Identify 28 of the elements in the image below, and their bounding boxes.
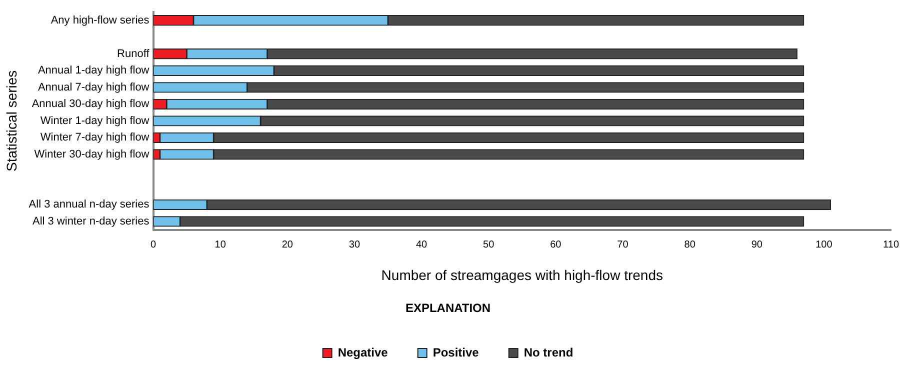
y-tick-label: Runoff	[117, 48, 150, 60]
y-tick-label: Annual 1-day high flow	[38, 64, 150, 77]
x-tick-label: 90	[751, 240, 763, 251]
x-tick-label: 50	[483, 240, 495, 251]
x-tick-label: 10	[214, 240, 226, 251]
y-tick-label: Any high-flow series	[50, 14, 150, 26]
y-tick-label: All 3 winter n-day series	[32, 215, 150, 228]
x-tick-label: 0	[150, 240, 156, 251]
x-tick-label: 40	[416, 240, 428, 251]
y-tick-label: Winter 30-day high flow	[34, 148, 150, 160]
y-tick-label: Annual 7-day high flow	[38, 81, 150, 94]
x-tick-label: 20	[282, 240, 294, 251]
legend-label: No trend	[524, 345, 574, 360]
x-tick-label: 100	[816, 240, 833, 251]
x-tick-label: 30	[348, 240, 360, 251]
legend-title: EXPLANATION	[405, 300, 491, 315]
x-tick-label: 110	[883, 240, 900, 251]
x-tick-label: 70	[617, 240, 629, 251]
x-tick-label: 60	[550, 240, 562, 251]
y-tick-label: All 3 annual n-day series	[28, 198, 150, 211]
x-axis-title: Number of streamgages with high-flow trends	[381, 267, 663, 284]
y-tick-label: Winter 7-day high flow	[40, 132, 150, 144]
y-tick-label: Winter 1-day high flow	[40, 114, 150, 127]
legend-label: Negative	[338, 345, 388, 360]
x-tick-label: 80	[684, 240, 696, 251]
y-axis-title: Statistical series	[3, 70, 20, 172]
y-tick-label: Annual 30-day high flow	[32, 98, 150, 110]
legend-label: Positive	[432, 345, 480, 360]
